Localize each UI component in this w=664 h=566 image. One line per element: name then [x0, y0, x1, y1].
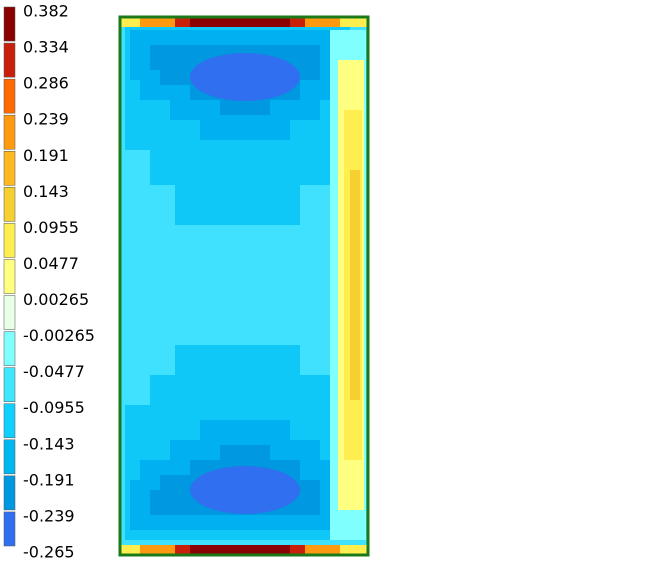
- legend-label: 0.334: [23, 38, 69, 57]
- legend-swatch: [3, 295, 16, 330]
- legend-label: 0.191: [23, 146, 69, 165]
- legend-swatch: [3, 403, 16, 439]
- legend-swatch: [3, 439, 16, 475]
- legend-label: -0.143: [23, 434, 75, 453]
- legend-label: -0.0955: [23, 398, 85, 417]
- legend-swatch: [3, 475, 16, 511]
- legend-swatch: [3, 223, 16, 258]
- legend-label: -0.191: [23, 470, 75, 489]
- legend-swatch: [3, 331, 16, 366]
- legend-swatch: [3, 151, 16, 186]
- legend-swatch: [3, 114, 16, 150]
- contour-panel-left: [118, 15, 370, 557]
- legend-label: -0.265: [23, 543, 75, 562]
- legend-swatch: [3, 511, 16, 547]
- legend-label: 0.239: [23, 110, 69, 129]
- legend-swatch: [3, 78, 16, 114]
- legend-swatch: [3, 259, 16, 294]
- legend-label: 0.382: [23, 2, 69, 21]
- legend: 0.382 0.334 0.286 0.239 0.191 0.143 0.0955 0.04…: [3, 2, 95, 562]
- legend-label: -0.239: [23, 506, 75, 525]
- legend-label: 0.0477: [23, 254, 79, 273]
- legend-swatch: [3, 6, 16, 42]
- legend-swatch: [3, 42, 16, 78]
- legend-label: 0.00265: [23, 290, 89, 309]
- legend-label: 0.286: [23, 74, 69, 93]
- legend-label: -0.0477: [23, 362, 85, 381]
- legend-label: 0.0955: [23, 218, 79, 237]
- legend-swatch: [3, 187, 16, 222]
- legend-swatch: [3, 367, 16, 402]
- legend-label: -0.00265: [23, 326, 95, 345]
- legend-label: 0.143: [23, 182, 69, 201]
